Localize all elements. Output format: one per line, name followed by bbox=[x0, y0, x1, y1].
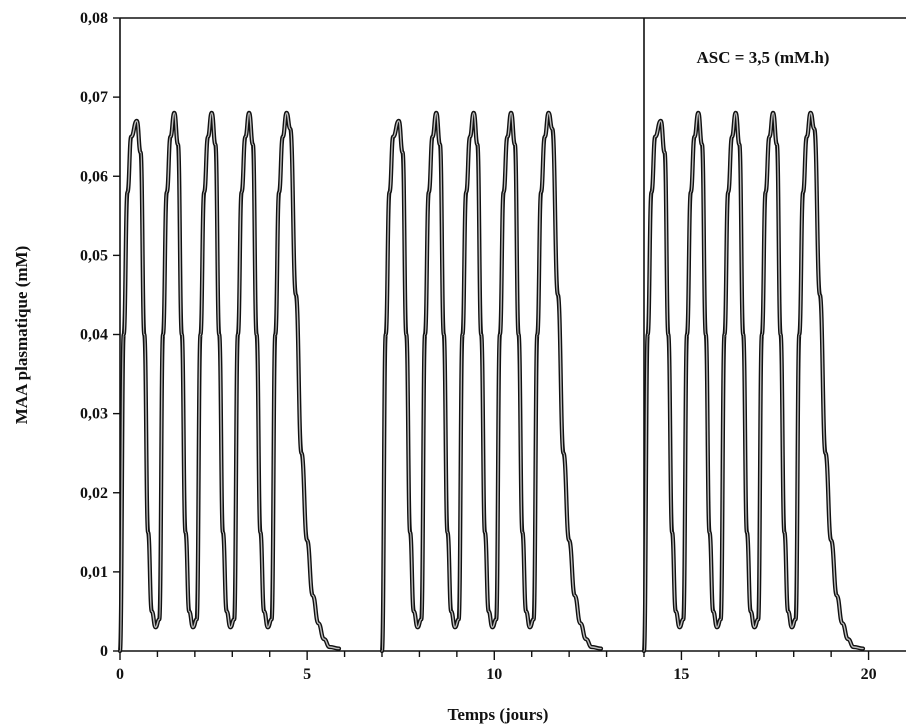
y-tick-label: 0,04 bbox=[80, 327, 108, 344]
x-tick-label: 15 bbox=[673, 666, 689, 683]
x-tick-label: 0 bbox=[116, 666, 124, 683]
y-tick-label: 0,08 bbox=[80, 10, 108, 27]
y-tick-label: 0,06 bbox=[80, 168, 108, 185]
x-axis-title: Temps (jours) bbox=[448, 705, 549, 724]
y-tick-label: 0 bbox=[100, 643, 108, 660]
y-axis-title: MAA plasmatique (mM) bbox=[12, 246, 31, 424]
series-line-inner-3 bbox=[643, 112, 864, 652]
auc-annotation: ASC = 3,5 (mM.h) bbox=[697, 48, 830, 67]
series-line-1 bbox=[117, 110, 342, 654]
ticks: 0 0,01 0,02 0,03 0,04 0,05 0,06 0,07 0,08 0 5 10 15 2… bbox=[80, 10, 877, 683]
y-tick-label: 0,02 bbox=[80, 485, 108, 502]
x-tick-label: 10 bbox=[486, 666, 502, 683]
y-tick-label: 0,01 bbox=[80, 564, 108, 581]
y-tick-label: 0,07 bbox=[80, 89, 108, 106]
series-layer bbox=[117, 110, 866, 654]
series-line-inner-2 bbox=[381, 112, 602, 652]
x-tick-label: 5 bbox=[303, 666, 311, 683]
y-tick-label: 0,03 bbox=[80, 406, 108, 423]
series-line-3 bbox=[641, 110, 866, 654]
y-tick-label: 0,05 bbox=[80, 247, 108, 264]
x-tick-label: 20 bbox=[861, 666, 877, 683]
series-line-inner-1 bbox=[119, 112, 340, 652]
series-line-2 bbox=[379, 110, 604, 654]
